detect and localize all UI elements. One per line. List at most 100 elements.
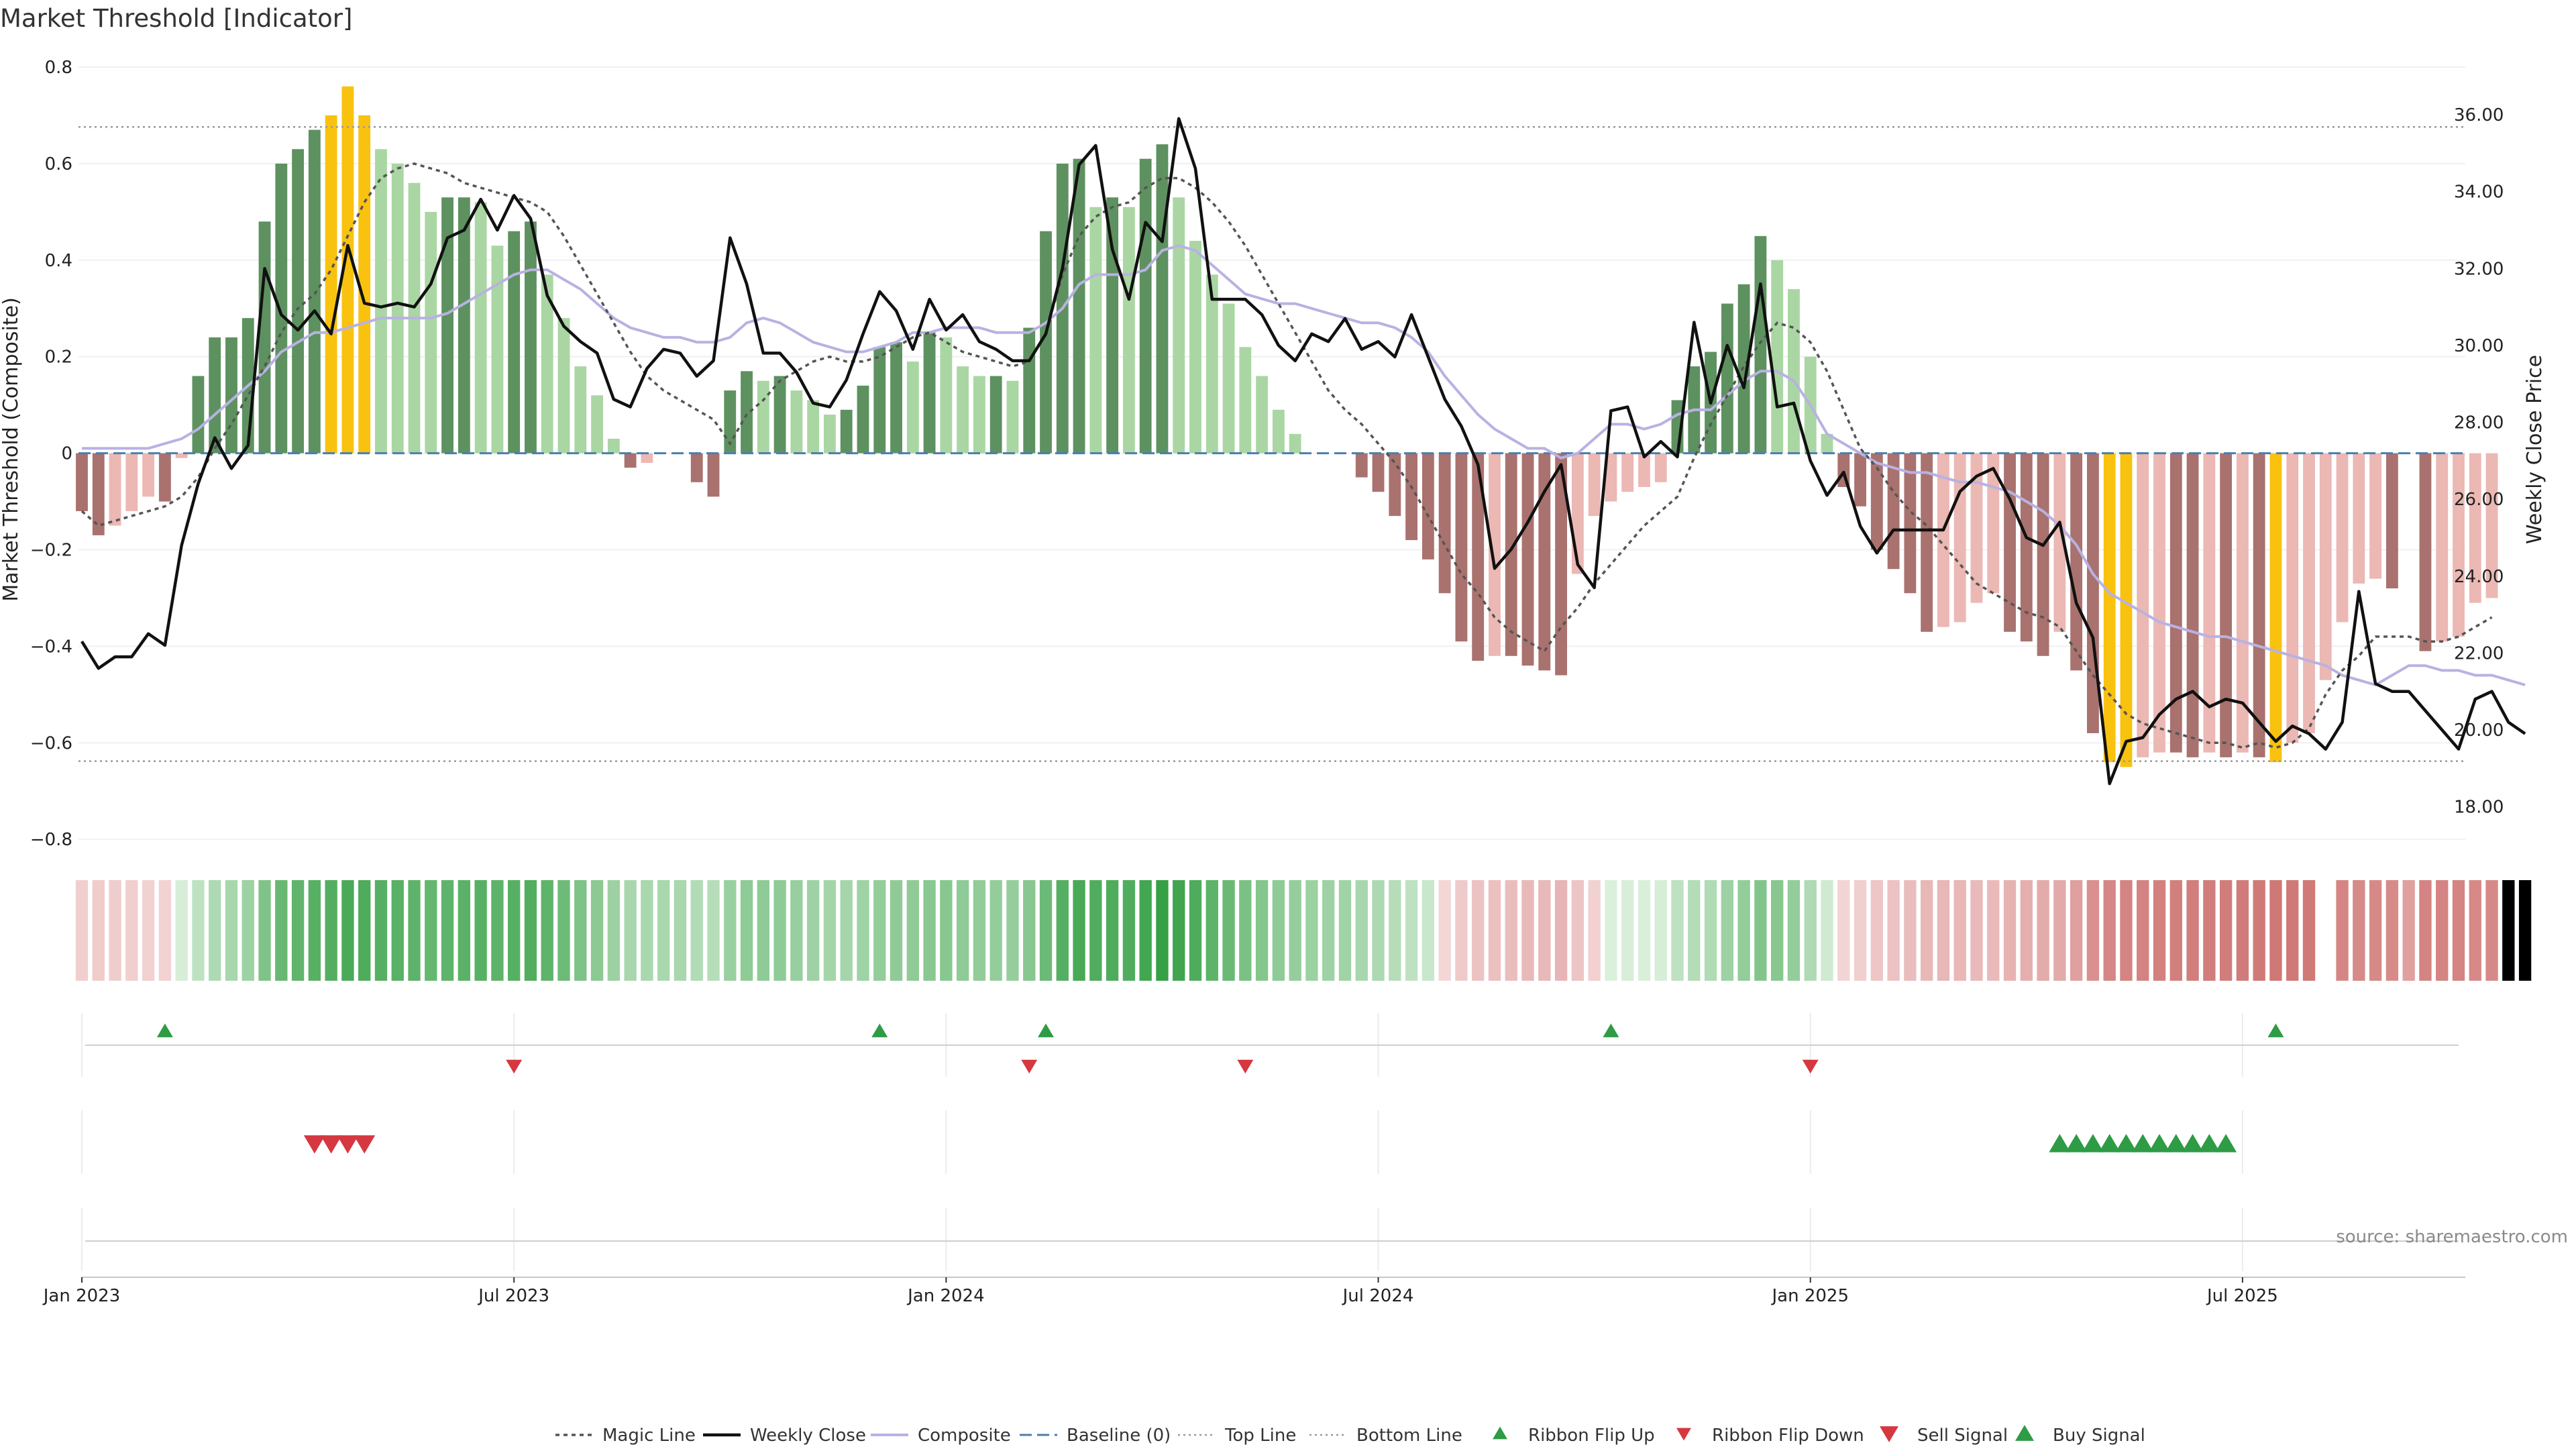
ribbon-cell (425, 880, 437, 981)
ribbon-cell (2286, 880, 2299, 981)
composite-bar (1538, 453, 1551, 671)
composite-bar (2485, 453, 2498, 598)
composite-bar (641, 453, 653, 463)
x-tick-label: Jan 2023 (42, 1286, 121, 1306)
composite-bar (790, 390, 803, 453)
composite-bar (1788, 288, 1800, 453)
composite-bar (76, 453, 88, 511)
composite-bar (2004, 453, 2016, 632)
ribbon-cell (308, 880, 321, 981)
ribbon-cell (2137, 880, 2149, 981)
composite-bar (1521, 453, 1534, 666)
right-tick-label: 24.00 (2454, 567, 2504, 587)
ribbon-cell (291, 880, 305, 981)
ribbon-cell (1987, 880, 2000, 981)
composite-bar (707, 453, 720, 497)
ribbon-cell (2169, 880, 2182, 981)
composite-bar (2269, 453, 2282, 763)
left-tick-label: 0.6 (45, 154, 72, 174)
composite-bar (1106, 197, 1119, 453)
composite-bar (1605, 453, 1617, 502)
ribbon-cell (1421, 880, 1435, 981)
composite-bar (923, 332, 936, 453)
ribbon-cell (906, 880, 919, 981)
composite-bar (92, 453, 105, 535)
composite-bar (1754, 235, 1767, 453)
ribbon-cell (773, 880, 786, 981)
composite-bar (2336, 453, 2349, 623)
composite-bar (2203, 453, 2216, 753)
composite-bar (225, 337, 237, 453)
ribbon-cell (1372, 880, 1385, 981)
ribbon-flip-up-marker (156, 1023, 173, 1038)
composite-bar (458, 197, 470, 453)
ribbon-cell (2153, 880, 2166, 981)
ribbon-cell (1821, 880, 1833, 981)
ribbon-cell (1654, 880, 1667, 981)
composite-bar (1023, 327, 1036, 453)
composite-bar (1389, 453, 1401, 517)
composite-bars (76, 86, 2498, 767)
ribbon-cell (1039, 880, 1053, 981)
ribbon-cell (690, 880, 703, 981)
ribbon-cell (1455, 880, 1468, 981)
legend-label: Ribbon Flip Down (1712, 1426, 1864, 1446)
ribbon-cell (973, 880, 986, 981)
right-tick-label: 30.00 (2454, 336, 2504, 356)
ribbon-cell (641, 880, 653, 981)
composite-bar (1721, 303, 1733, 453)
ribbon-cell (1638, 880, 1651, 981)
composite-bar (525, 221, 537, 453)
ribbon-cell (956, 880, 969, 981)
composite-bar (2220, 453, 2233, 757)
right-tick-label: 36.00 (2454, 105, 2504, 125)
legend: Magic Line Weekly Close Composite Baseline … (555, 1425, 2145, 1446)
composite-bar (2186, 453, 2199, 757)
composite-bar (1272, 409, 1285, 453)
composite-bar (1006, 380, 1019, 453)
right-tick-label: 28.00 (2454, 413, 2504, 433)
composite-bar (973, 376, 985, 453)
legend-label: Baseline (0) (1067, 1426, 1171, 1446)
left-tick-label: 0.8 (45, 58, 72, 78)
composite-bar (1372, 453, 1385, 492)
composite-bar (2236, 453, 2249, 753)
composite-bar (1970, 453, 1983, 603)
composite-bar (2436, 453, 2449, 642)
right-tick-label: 20.00 (2454, 720, 2504, 741)
ribbon-cell (2070, 880, 2083, 981)
composite-bar (824, 415, 836, 453)
x-tick-label: Jul 2023 (477, 1286, 549, 1306)
composite-bar (1156, 144, 1169, 453)
composite-bar (1040, 231, 1052, 453)
ribbon-cell (840, 880, 853, 981)
ribbon-flip-down-marker (506, 1059, 523, 1074)
left-tick-label: −0.8 (30, 830, 72, 850)
buy-signal-marker (2132, 1134, 2154, 1152)
ribbon-cell (2385, 880, 2399, 981)
ribbon-cell (1205, 880, 1218, 981)
ribbon-cell (674, 880, 687, 981)
sell-signal-marker (320, 1135, 342, 1154)
magic-line (80, 162, 2493, 749)
ribbon-cell (2336, 880, 2349, 981)
composite-bar (1937, 453, 1949, 627)
composite-bar (2053, 453, 2066, 632)
ribbon-cell (341, 880, 354, 981)
buy-signal-marker (2049, 1134, 2071, 1152)
legend-label: Ribbon Flip Up (1528, 1426, 1655, 1446)
left-tick-label: 0.4 (45, 251, 72, 271)
composite-bar (873, 347, 886, 453)
ribbon-cell (2369, 880, 2382, 981)
ribbon-cell (358, 880, 371, 981)
ribbon-cell (2436, 880, 2449, 981)
composite-bar (807, 400, 820, 453)
legend-flip-up-swatch (1493, 1426, 1507, 1440)
ribbon-cell (175, 880, 188, 981)
signal-panels (81, 1013, 2465, 1278)
sell-signal-marker (354, 1135, 376, 1154)
ribbon-cell (557, 880, 570, 981)
left-tick-label: −0.2 (30, 541, 72, 561)
composite-bar (1205, 274, 1218, 453)
ribbon-cell (391, 880, 404, 981)
